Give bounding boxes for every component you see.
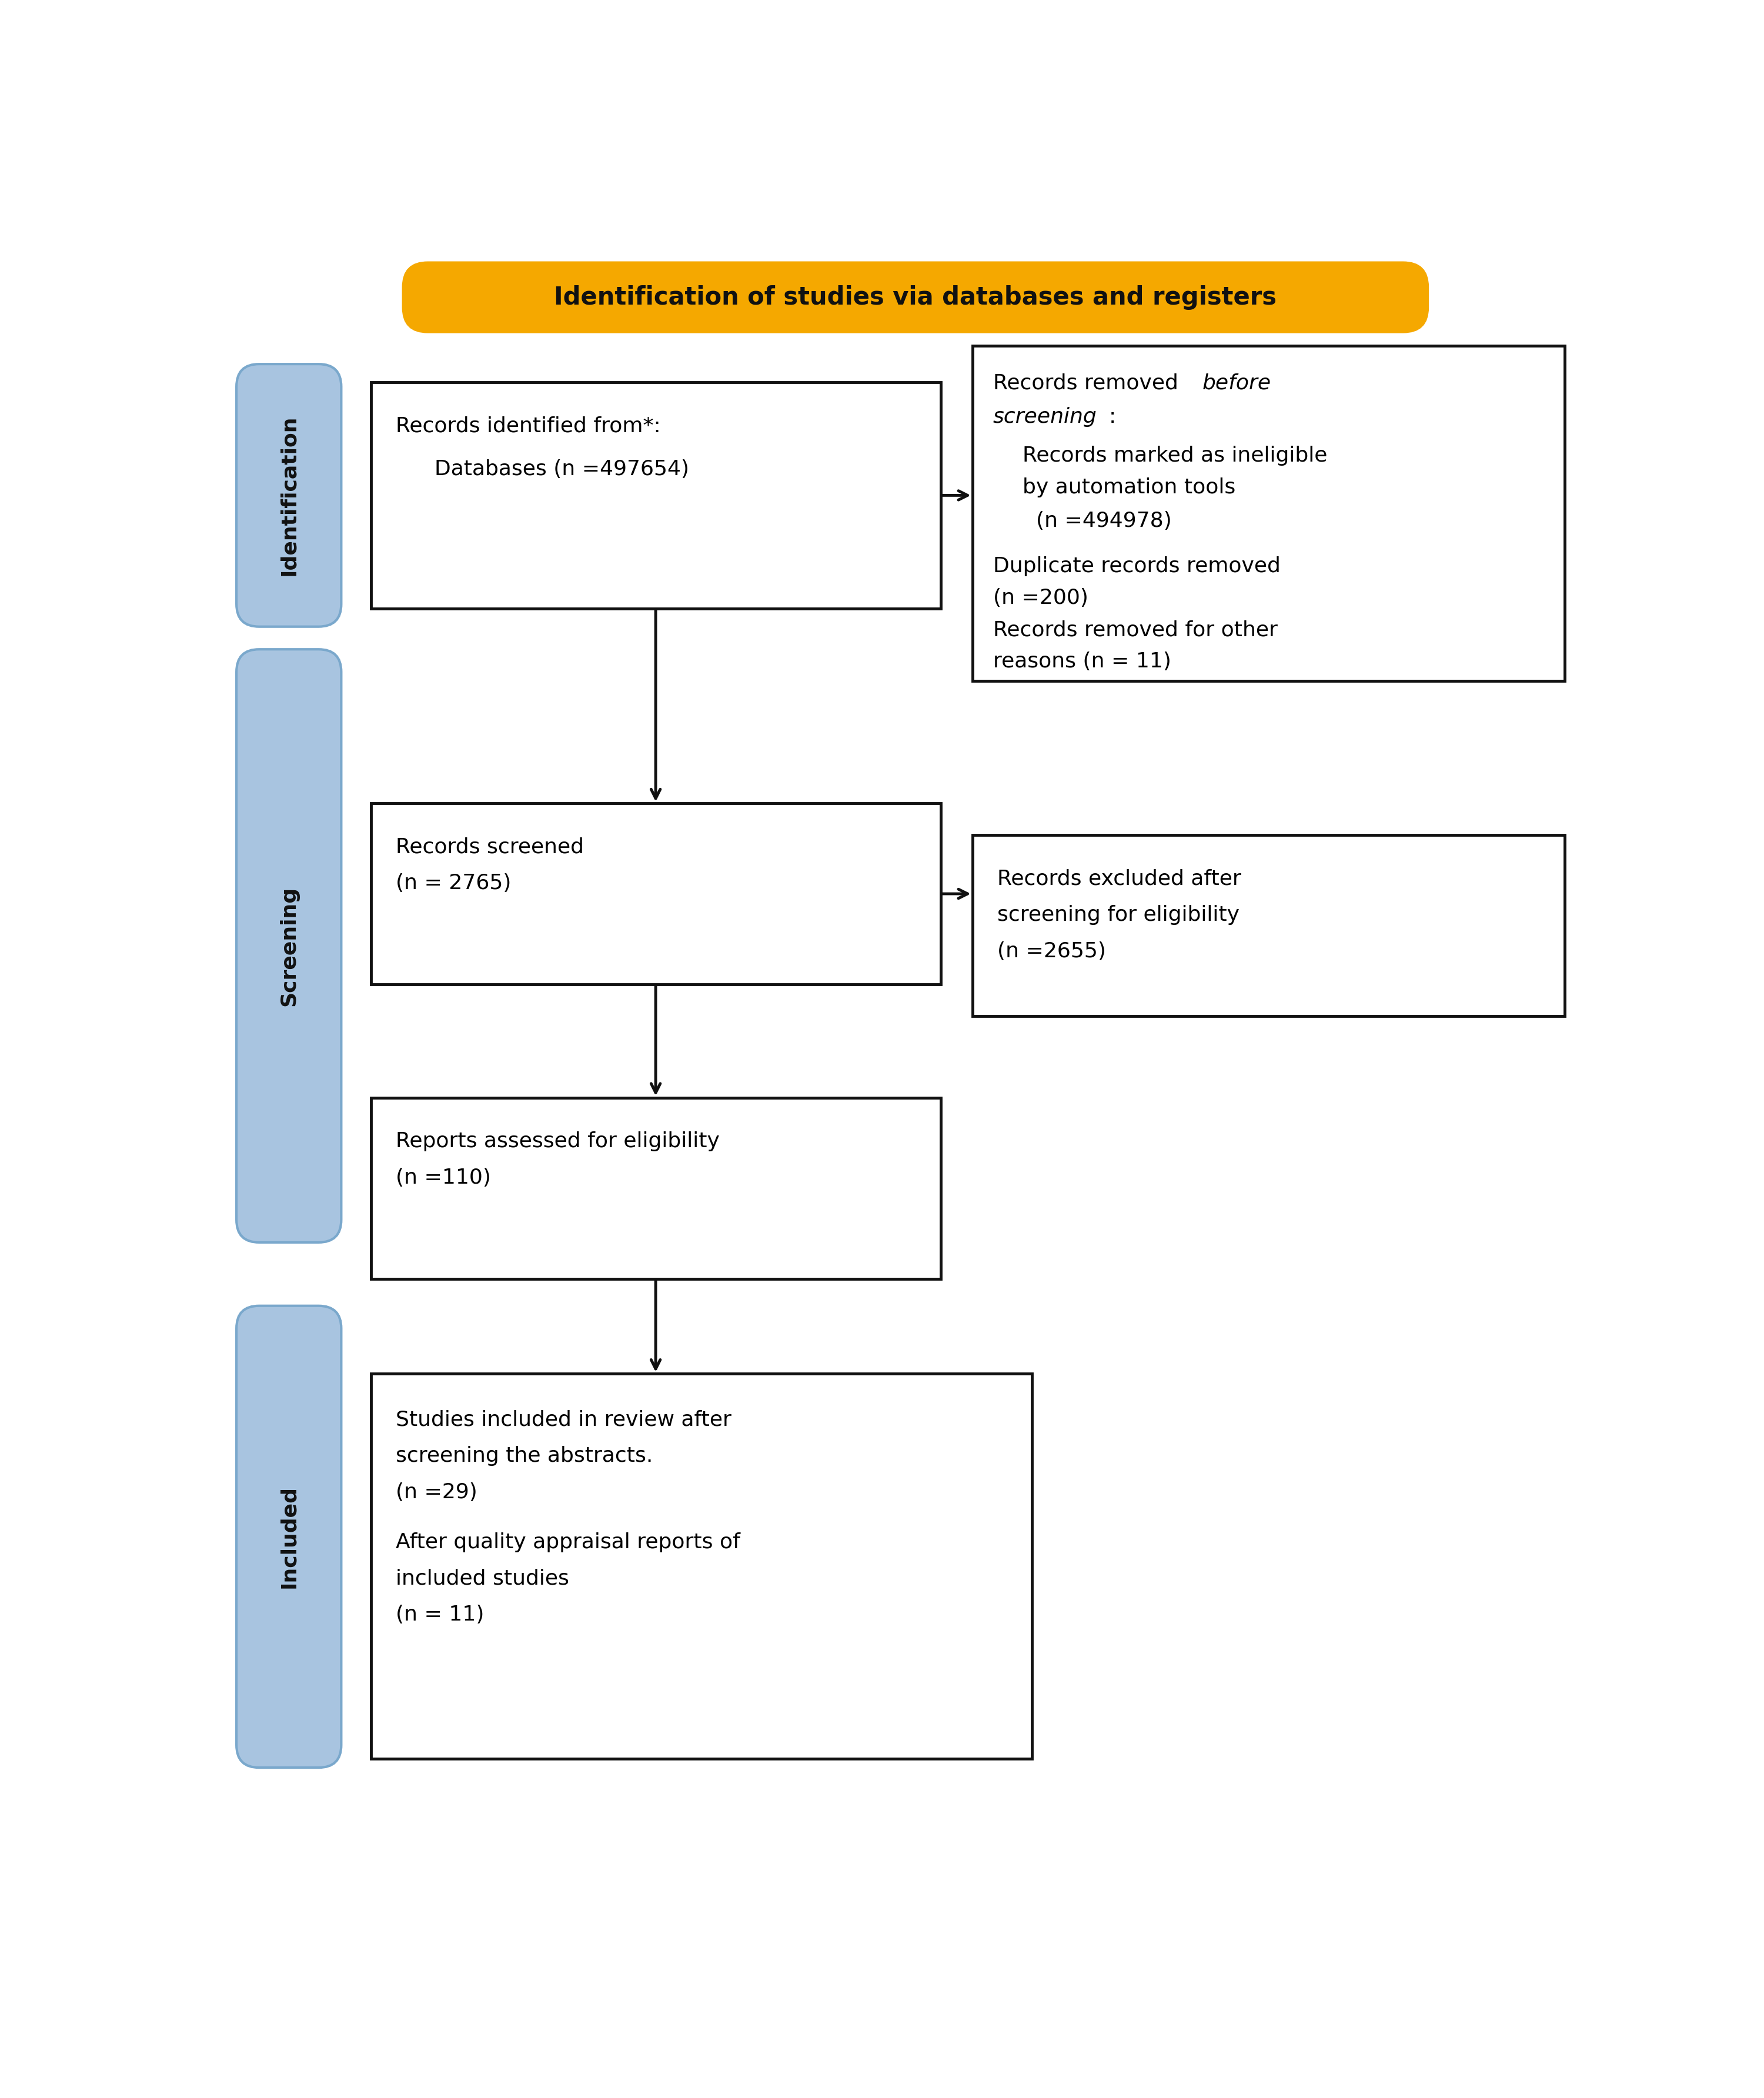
Text: (n =494978): (n =494978) <box>1035 512 1171 531</box>
Text: (n =110): (n =110) <box>395 1169 490 1187</box>
Text: (n =2655): (n =2655) <box>997 942 1106 961</box>
Bar <box>370 804 940 984</box>
FancyBboxPatch shape <box>236 1305 340 1769</box>
Text: (n =29): (n =29) <box>395 1483 478 1502</box>
Text: (n =200): (n =200) <box>993 587 1088 608</box>
Text: Databases (n =497654): Databases (n =497654) <box>434 459 690 478</box>
Text: Records removed for other: Records removed for other <box>993 619 1277 640</box>
Bar <box>370 382 940 608</box>
Text: (n = 11): (n = 11) <box>395 1605 485 1624</box>
Text: Records excluded after: Records excluded after <box>997 869 1242 890</box>
Text: Identification: Identification <box>279 415 298 575</box>
Text: reasons (n = 11): reasons (n = 11) <box>993 652 1171 671</box>
Text: (n = 2765): (n = 2765) <box>395 873 512 894</box>
Text: Screening: Screening <box>279 885 298 1005</box>
FancyBboxPatch shape <box>236 648 340 1242</box>
Bar <box>972 346 1565 682</box>
Text: included studies: included studies <box>395 1569 570 1588</box>
Text: After quality appraisal reports of: After quality appraisal reports of <box>395 1532 741 1553</box>
Text: by automation tools: by automation tools <box>1023 476 1235 497</box>
Text: Studies included in review after: Studies included in review after <box>395 1410 732 1431</box>
Bar <box>370 1374 1032 1758</box>
Text: Reports assessed for eligibility: Reports assessed for eligibility <box>395 1131 720 1152</box>
Text: Records screened: Records screened <box>395 837 584 858</box>
Text: Records identified from*:: Records identified from*: <box>395 415 662 436</box>
Text: Identification of studies via databases and registers: Identification of studies via databases … <box>554 285 1277 311</box>
Bar <box>972 835 1565 1015</box>
Text: before: before <box>1203 373 1272 392</box>
Text: Included: Included <box>279 1485 298 1588</box>
FancyBboxPatch shape <box>402 262 1429 331</box>
Text: screening the abstracts.: screening the abstracts. <box>395 1446 653 1467</box>
Text: Duplicate records removed: Duplicate records removed <box>993 556 1281 577</box>
Bar <box>370 1097 940 1278</box>
Text: Records removed: Records removed <box>993 373 1185 392</box>
Text: screening for eligibility: screening for eligibility <box>997 904 1240 925</box>
Text: :: : <box>1110 407 1117 428</box>
Text: Records marked as ineligible: Records marked as ineligible <box>1023 445 1327 466</box>
FancyBboxPatch shape <box>236 365 340 627</box>
Text: screening: screening <box>993 407 1097 428</box>
